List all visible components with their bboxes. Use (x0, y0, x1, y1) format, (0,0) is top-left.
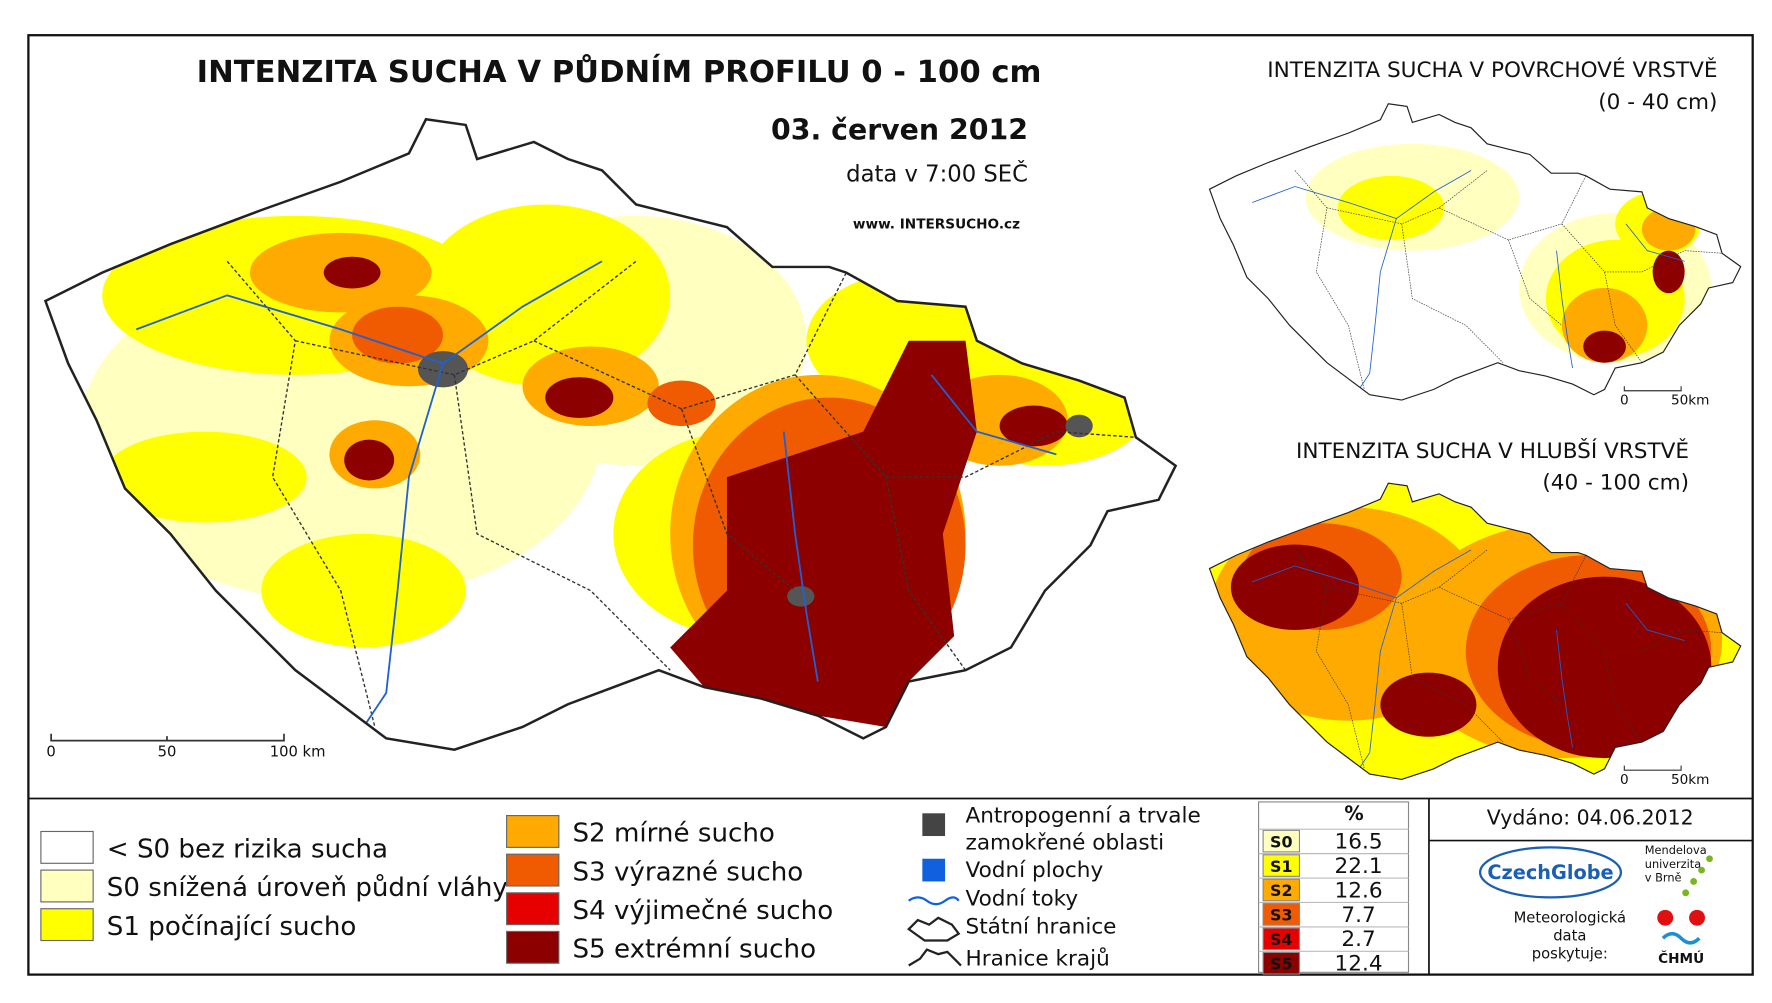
logo-mendel: Mendelova (1645, 843, 1707, 857)
legend-label: Hranice krajů (966, 947, 1110, 972)
scale-label: 0 (46, 744, 55, 761)
inset-depth: (40 - 100 cm) (1542, 471, 1689, 496)
class-label: S3 (1270, 906, 1293, 925)
percent: 2.7 (1341, 927, 1375, 952)
legend: < S0 bez rizika sucha S0 snížená úroveň p… (40, 815, 833, 965)
legend-swatch (40, 869, 94, 903)
legend-swatch (506, 930, 560, 964)
inset-title: INTENZITA SUCHA V HLUBŠÍ VRSTVĚ (1296, 438, 1689, 464)
inset-title: INTENZITA SUCHA V POVRCHOVÉ VRSTVĚ (1267, 57, 1717, 83)
class-label: S5 (1270, 954, 1293, 973)
class-label: S1 (1270, 857, 1293, 876)
legend-label: S1 počínající sucho (107, 912, 357, 942)
scale-label: 50km (1671, 772, 1710, 788)
main-map: INTENZITA SUCHA V PŮDNÍM PROFILU 0 - 100… (44, 53, 1177, 761)
class-cell (1262, 854, 1301, 877)
legend-swatch (506, 853, 560, 887)
scale-label: 0 (1620, 772, 1629, 788)
table-header: % (1344, 802, 1363, 825)
scale-label: 50 (158, 744, 177, 761)
logo-mendel: v Brně (1645, 870, 1682, 884)
legend-label: S2 mírné sucho (572, 819, 774, 849)
percent: 12.4 (1335, 952, 1383, 977)
scale-label: 0 (1620, 392, 1629, 408)
class-cell (1262, 878, 1301, 902)
legend-swatch (506, 892, 560, 926)
legend-label: S3 výrazné sucho (572, 857, 803, 887)
credits: Vydáno: 04.06.2012 CzechGlobe Mendelova … (1428, 798, 1753, 975)
class-label: S0 (1270, 832, 1293, 851)
class-label: S4 (1270, 930, 1293, 949)
map-title: INTENZITA SUCHA V PŮDNÍM PROFILU 0 - 100… (197, 53, 1042, 90)
scale-label: 100 km (270, 744, 326, 761)
logo-czechglobe: CzechGlobe (1487, 861, 1613, 884)
issued: Vydáno: 04.06.2012 (1487, 806, 1694, 830)
inset-deep: INTENZITA SUCHA V HLUBŠÍ VRSTVĚ (40 - 10… (1208, 438, 1742, 788)
legend-swatch (506, 815, 560, 848)
provider: Meteorologická (1514, 909, 1626, 926)
legend-label: S4 výjimečné sucho (572, 896, 833, 926)
percent: 7.7 (1341, 903, 1375, 928)
scale-label: 50km (1671, 392, 1710, 408)
inset-depth: (0 - 40 cm) (1598, 90, 1717, 115)
legend-other: Antropogenní a trvale zamokřené oblasti … (906, 803, 1201, 972)
legend-label: S0 snížená úroveň půdní vláhy (107, 873, 508, 903)
class-cell (1262, 951, 1301, 975)
legend-label: Vodní plochy (966, 858, 1104, 883)
logo-chmu: ČHMÚ (1658, 949, 1704, 967)
percent: 16.5 (1335, 830, 1383, 855)
map-date: 03. červen 2012 (771, 114, 1028, 147)
legend-label: Státní hranice (966, 915, 1117, 940)
website: www. INTERSUCHO.cz (853, 216, 1020, 232)
legend-label: zamokřené oblasti (966, 831, 1165, 856)
legend-swatch (40, 908, 94, 942)
legend-label: Antropogenní a trvale (966, 803, 1201, 828)
provider: data (1553, 928, 1586, 945)
legend-label: < S0 bez rizika sucha (107, 835, 388, 865)
logo-mendel: univerzita (1645, 857, 1701, 871)
percent: 12.6 (1335, 878, 1383, 903)
legend-label: Vodní toky (966, 886, 1079, 911)
class-cell (1262, 927, 1301, 951)
provider: poskytuje: (1532, 946, 1608, 963)
data-time: data v 7:00 SEČ (846, 160, 1028, 188)
stats-table: % S0 16.5 S1 22.1 S2 12.6 S3 7.7 S4 2.7 S5 12.4 (1258, 801, 1410, 977)
legend-swatch (40, 830, 94, 864)
class-label: S2 (1270, 881, 1293, 900)
class-cell (1262, 829, 1301, 853)
legend-label: S5 extrémní sucho (572, 935, 816, 965)
percent: 22.1 (1335, 854, 1383, 879)
inset-surface: INTENZITA SUCHA V POVRCHOVÉ VRSTVĚ (0 - … (1208, 57, 1742, 408)
class-cell (1262, 903, 1301, 926)
